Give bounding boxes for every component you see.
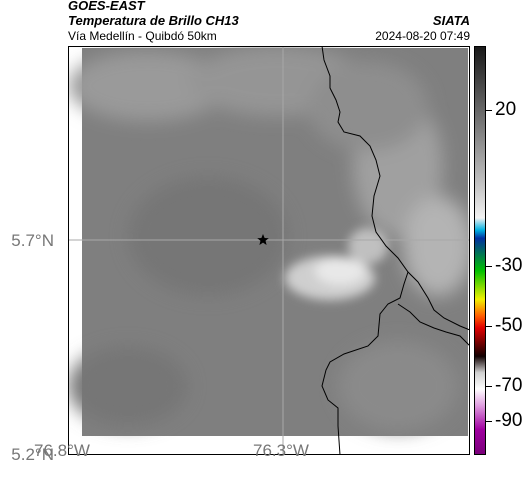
colorbar-tick (486, 326, 492, 327)
colorbar-label: -90 (495, 410, 523, 431)
colorbar-tick (486, 110, 492, 111)
x-tick-label: 76.8°W (34, 441, 90, 460)
location-star-icon (257, 234, 269, 245)
colorbar-tick (486, 421, 492, 422)
bright-cloud (285, 228, 388, 300)
municipal-border (321, 271, 409, 455)
y-tick-label: 5.2°N (11, 445, 54, 464)
colorbar-tick (486, 386, 492, 387)
colorbar-label: 20 (495, 99, 517, 120)
title-satellite: GOES-EAST (68, 0, 145, 13)
source-label: SIATA (432, 13, 470, 28)
colorbar (474, 46, 486, 455)
municipal-border-east (397, 303, 470, 347)
satellite-map (68, 46, 470, 455)
cloud-texture (68, 46, 470, 431)
x-tick-label: 76.3°W (253, 441, 309, 460)
datetime-label: 2024-08-20 07:49 (375, 29, 470, 43)
department-border (321, 46, 470, 331)
title-product: Temperatura de Brillo CH13 (68, 13, 239, 28)
colorbar-label: -50 (495, 315, 523, 336)
subtitle-route: Vía Medellín - Quibdó 50km (68, 29, 217, 43)
colorbar-label: -70 (495, 375, 523, 396)
colorbar-label: -30 (495, 255, 523, 276)
colorbar-tick (486, 266, 492, 267)
y-tick-label: 5.7°N (11, 231, 54, 250)
